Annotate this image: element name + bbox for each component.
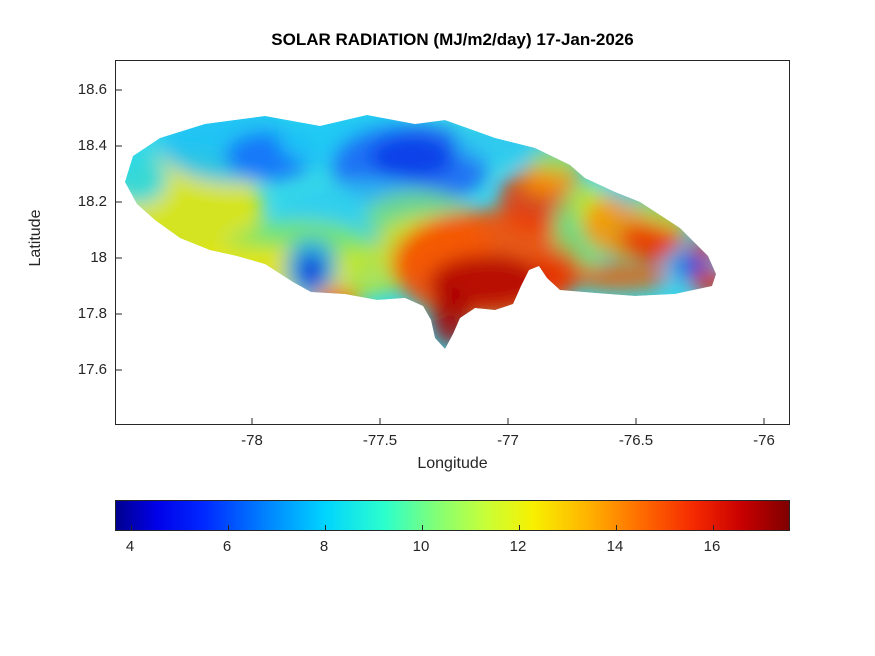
y-tick-marks bbox=[115, 89, 122, 371]
x-axis-label: Longitude bbox=[417, 455, 488, 472]
colorbar-tick-label: 16 bbox=[703, 538, 721, 555]
colorbar-tick-label: 8 bbox=[319, 538, 329, 555]
x-tick-label: -78 bbox=[241, 432, 263, 449]
y-axis-label: Latitude bbox=[27, 209, 44, 267]
x-tick-label: -77 bbox=[497, 432, 519, 449]
figure-title: SOLAR RADIATION (MJ/m2/day) 17-Jan-2026 bbox=[271, 30, 634, 49]
contour-blobs-group bbox=[125, 115, 716, 346]
colorbar-tick-mark bbox=[713, 525, 714, 530]
colorbar-tick-mark bbox=[228, 525, 229, 530]
colorbar-tick-label: 12 bbox=[509, 538, 527, 555]
y-tick-label: 18 bbox=[90, 249, 107, 266]
x-tick-label: -76.5 bbox=[618, 432, 654, 449]
colorbar-tick-mark bbox=[131, 525, 132, 530]
y-tick-label: 17.6 bbox=[77, 361, 107, 378]
x-tick-marks bbox=[251, 418, 765, 425]
colorbar-tick-label: 14 bbox=[606, 538, 624, 555]
colorbar-tick-label: 6 bbox=[222, 538, 232, 555]
colorbar-tick-mark bbox=[616, 525, 617, 530]
x-tick-label: -77.5 bbox=[362, 432, 398, 449]
plot-area bbox=[115, 60, 790, 425]
y-tick-label: 17.8 bbox=[77, 305, 107, 322]
colorbar-tick-label: 4 bbox=[125, 538, 135, 555]
x-tick-label: -76 bbox=[753, 432, 775, 449]
colorbar-tick-mark bbox=[519, 525, 520, 530]
solar-radiation-contour-map bbox=[125, 115, 716, 349]
y-tick-label: 18.2 bbox=[77, 193, 107, 210]
colorbar-tick-mark bbox=[422, 525, 423, 530]
axes-box bbox=[115, 60, 790, 425]
colorbar bbox=[115, 500, 790, 531]
colorbar-tick-label: 10 bbox=[412, 538, 430, 555]
colorbar-gradient bbox=[116, 501, 789, 530]
colorbar-tick-mark bbox=[325, 525, 326, 530]
y-tick-label: 18.6 bbox=[77, 81, 107, 98]
y-tick-label: 18.4 bbox=[77, 137, 107, 154]
